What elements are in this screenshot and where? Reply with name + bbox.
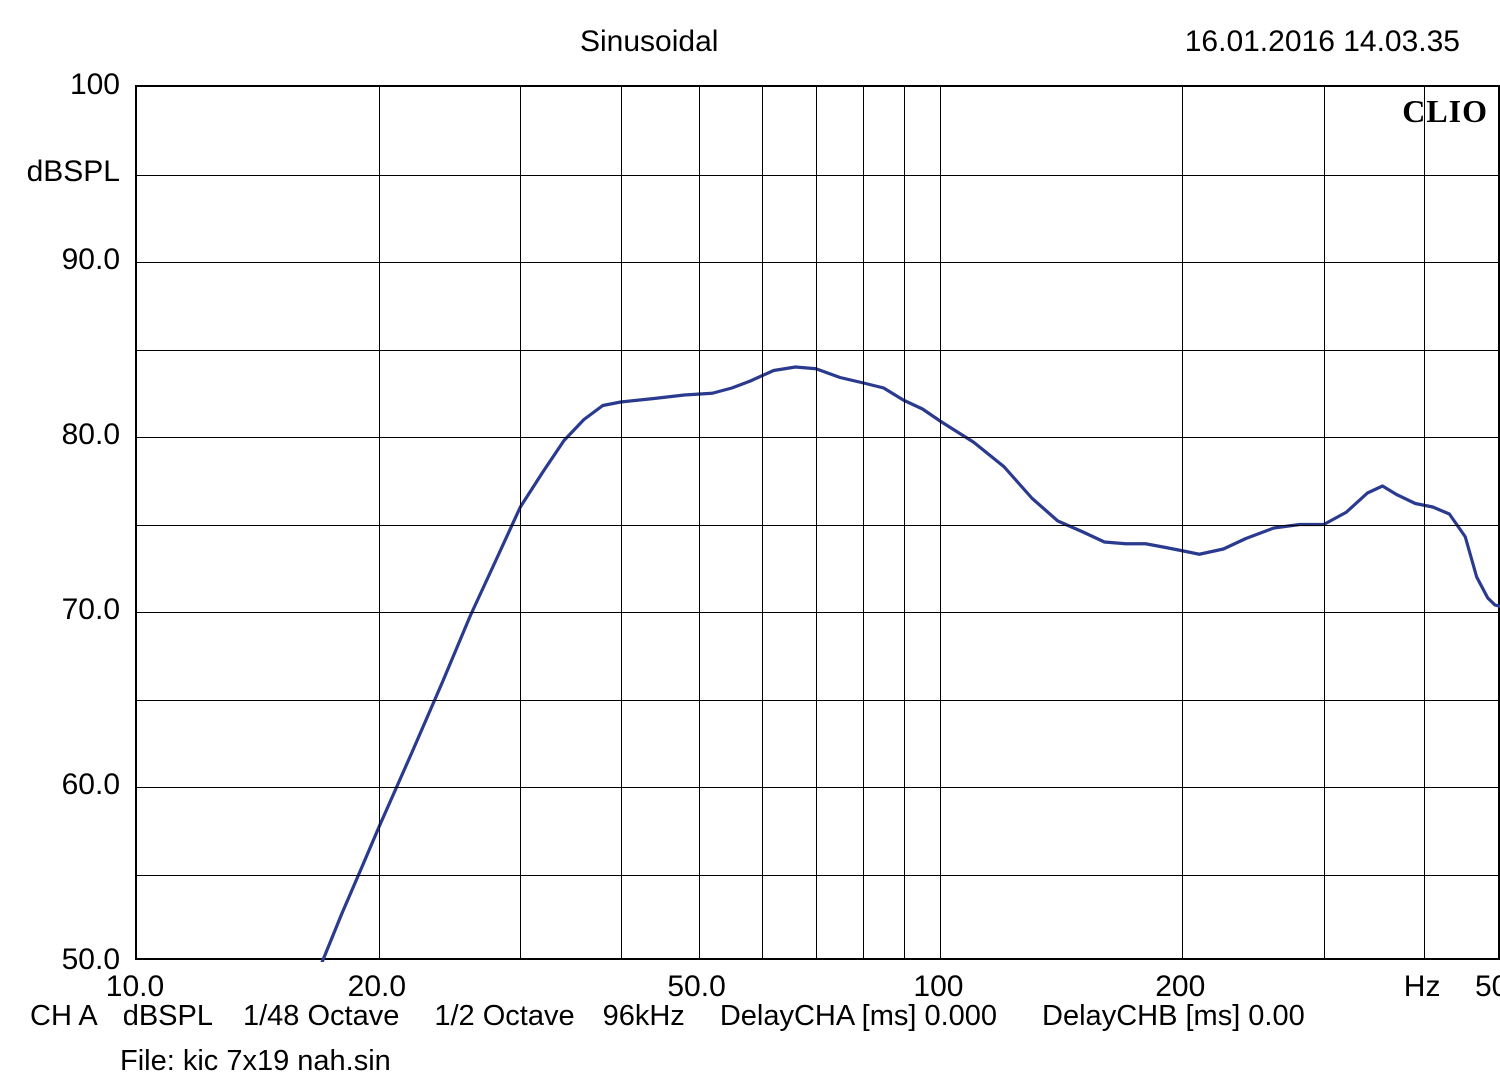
y-tick-label: 100 [0,68,120,102]
y-tick-label: 70.0 [0,593,120,627]
gridline-vertical [762,87,763,958]
gridline-horizontal [137,700,1498,701]
gridline-horizontal [137,787,1498,788]
footer-info-item: 1/2 Octave [434,1000,574,1033]
gridline-vertical [699,87,700,958]
footer-info-item: DelayCHA [ms] 0.000 [720,1000,997,1033]
gridline-vertical [1182,87,1183,958]
chart-timestamp: 16.01.2016 14.03.35 [1185,25,1460,59]
x-axis-unit-label: Hz [1404,970,1441,1004]
gridline-vertical [863,87,864,958]
gridline-horizontal [137,262,1498,263]
gridline-vertical [904,87,905,958]
gridline-vertical [621,87,622,958]
x-tick-label: 10.0 [106,970,164,1004]
chart-plot: CLIO 50.060.070.080.090.0100dBSPL10.020.… [135,85,1500,960]
x-tick-label: 100 [913,970,963,1004]
footer-info-item: CH A [30,1000,98,1033]
gridline-vertical [379,87,380,958]
y-tick-label: 50.0 [0,943,120,977]
gridline-horizontal [137,437,1498,438]
x-tick-label: 20.0 [348,970,406,1004]
footer-info-item: 1/48 Octave [243,1000,399,1033]
gridline-horizontal [137,175,1498,176]
gridline-horizontal [137,525,1498,526]
gridline-horizontal [137,612,1498,613]
y-axis-label: dBSPL [0,155,120,189]
x-tick-label: 500 [1475,970,1500,1004]
gridline-vertical [940,87,941,958]
footer-file-label: File: kic 7x19 nah.sin [120,1045,391,1078]
gridline-horizontal [137,350,1498,351]
x-tick-label: 200 [1155,970,1205,1004]
gridline-vertical [1324,87,1325,958]
gridline-horizontal [137,875,1498,876]
footer-info-item: dBSPL [123,1000,213,1033]
gridline-vertical [816,87,817,958]
chart-header: Sinusoidal 16.01.2016 14.03.35 [0,25,1500,65]
gridline-vertical [1424,87,1425,958]
x-tick-label: 50.0 [667,970,725,1004]
y-tick-label: 90.0 [0,243,120,277]
footer-info-item: DelayCHB [ms] 0.00 [1042,1000,1305,1033]
gridline-vertical [520,87,521,958]
chart-title: Sinusoidal [580,25,718,59]
y-tick-label: 80.0 [0,418,120,452]
y-tick-label: 60.0 [0,768,120,802]
brand-logo: CLIO [1402,93,1488,130]
footer-info-row: CH A dBSPL 1/48 Octave 1/2 Octave 96kHz Delay… [0,1000,1500,1033]
footer-info-item: 96kHz [603,1000,685,1033]
plot-area: CLIO [135,85,1500,960]
